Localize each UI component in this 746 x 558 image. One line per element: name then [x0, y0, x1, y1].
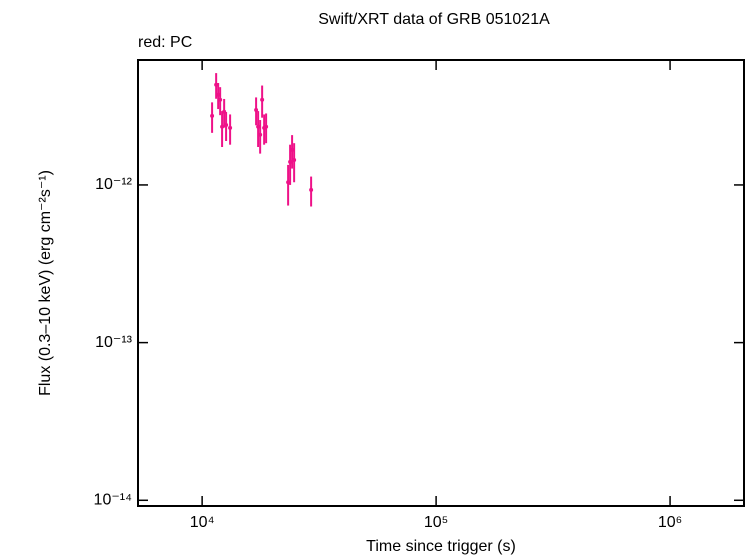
y-tick-label: 10⁻¹²	[95, 176, 133, 193]
data-point	[309, 187, 314, 192]
data-point	[228, 125, 233, 130]
data-point	[254, 107, 259, 112]
x-tick-label: 10⁵	[424, 514, 448, 531]
data-point	[258, 132, 263, 137]
chart-title: Swift/XRT data of GRB 051021A	[318, 11, 550, 28]
y-axis-label: Flux (0.3–10 keV) (erg cm⁻²s⁻¹)	[37, 170, 54, 396]
x-tick-label: 10⁴	[190, 514, 215, 531]
y-tick-label: 10⁻¹³	[95, 334, 133, 351]
data-point	[264, 124, 269, 129]
data-point	[220, 124, 225, 129]
x-axis-label: Time since trigger (s)	[366, 538, 516, 555]
data-point	[290, 147, 295, 152]
data-point	[260, 97, 265, 102]
x-tick-label: 10⁶	[658, 514, 682, 531]
data-point	[224, 122, 229, 127]
data-point	[214, 82, 219, 87]
chart-subtitle: red: PC	[138, 34, 192, 51]
data-point	[292, 157, 297, 162]
data-point	[218, 97, 223, 102]
y-tick-label: 10⁻¹⁴	[94, 492, 133, 509]
data-point	[210, 113, 215, 118]
data-point	[256, 124, 261, 129]
plot-frame	[137, 59, 745, 507]
